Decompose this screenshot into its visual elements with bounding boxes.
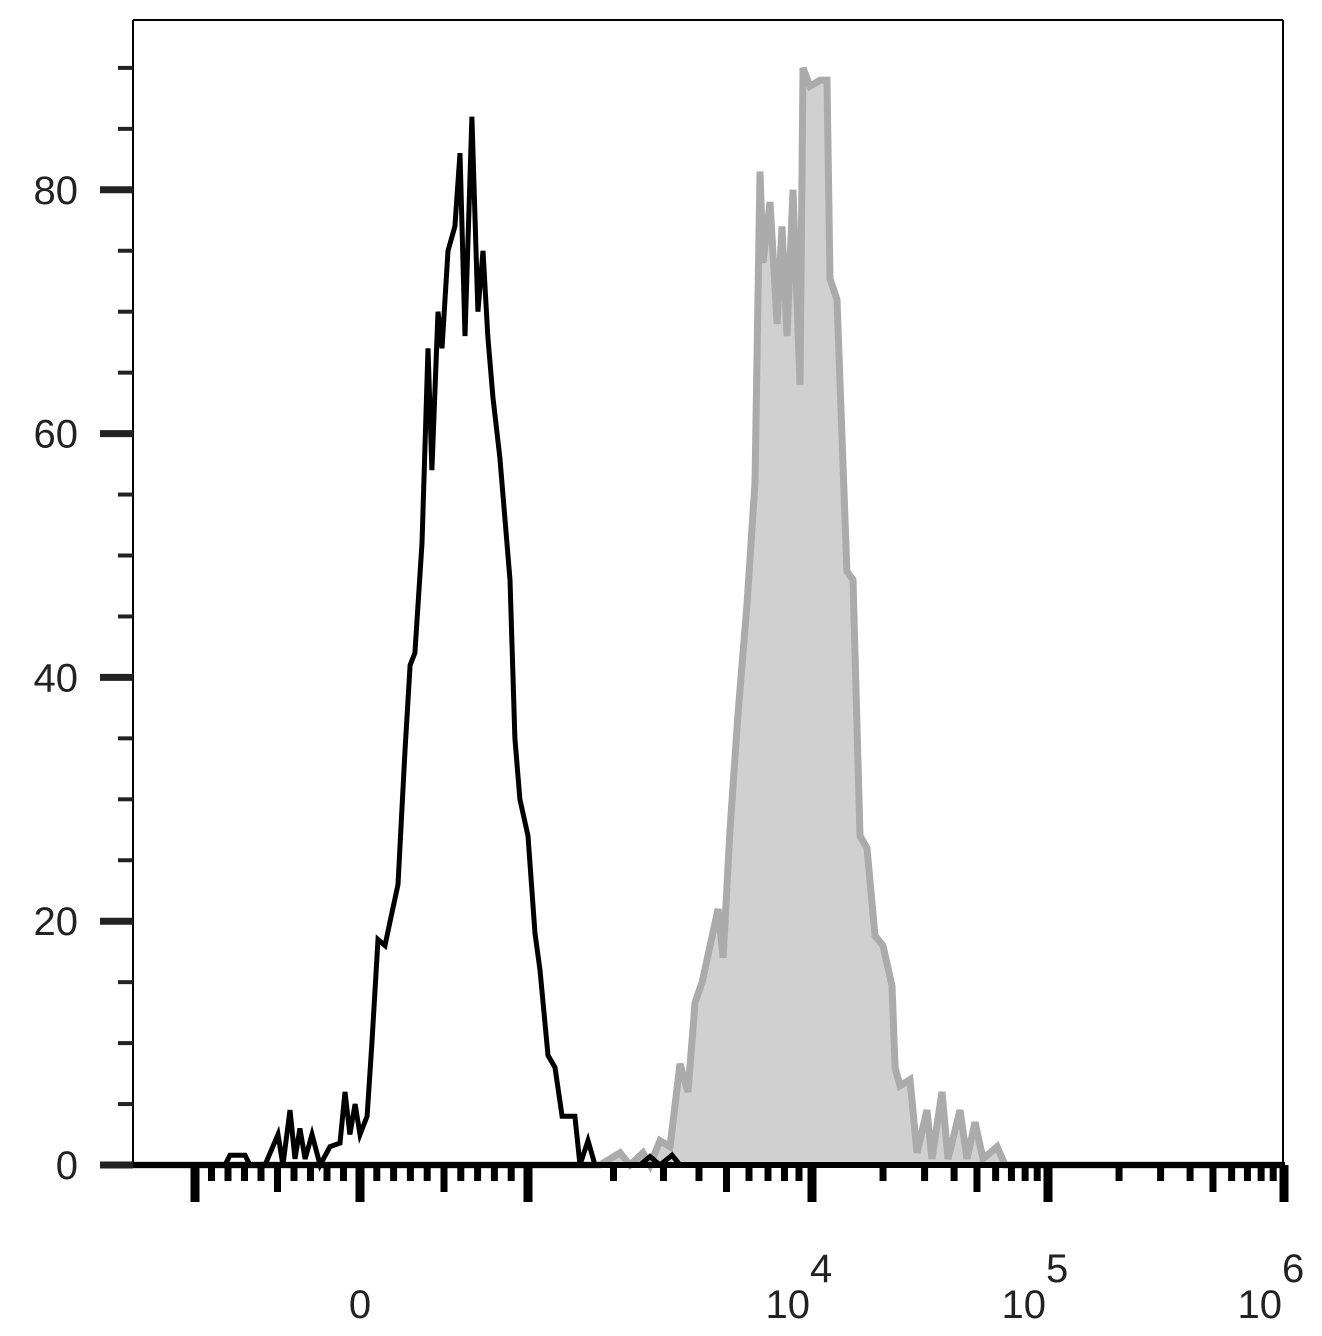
- x-tick-label-base: 10: [1238, 1283, 1283, 1327]
- y-tick-label: 80: [34, 169, 79, 213]
- y-axis: 0 20 40 60 80: [34, 65, 133, 1188]
- y-tick-label: 40: [34, 656, 79, 700]
- x-tick-label: 104: [766, 1247, 833, 1327]
- x-tick-label: 0: [349, 1283, 371, 1327]
- y-tick-label: 20: [34, 900, 79, 944]
- x-tick-label-exponent: 6: [1282, 1247, 1304, 1291]
- control-histogram-line: [133, 116, 1283, 1172]
- x-tick-label-base: 10: [766, 1283, 811, 1327]
- x-tick-label: 105: [1002, 1247, 1069, 1327]
- x-tick-label-base: 0: [349, 1283, 371, 1327]
- y-tick-label: 60: [34, 413, 79, 457]
- x-tick-label: 106: [1238, 1247, 1305, 1327]
- y-tick-label: 0: [56, 1144, 78, 1188]
- series-layer: [133, 66, 1283, 1173]
- x-tick-label-exponent: 4: [810, 1247, 832, 1291]
- x-tick-label-base: 10: [1002, 1283, 1047, 1327]
- x-tick-label-exponent: 5: [1046, 1247, 1068, 1291]
- stained-histogram-outline: [133, 66, 1283, 1173]
